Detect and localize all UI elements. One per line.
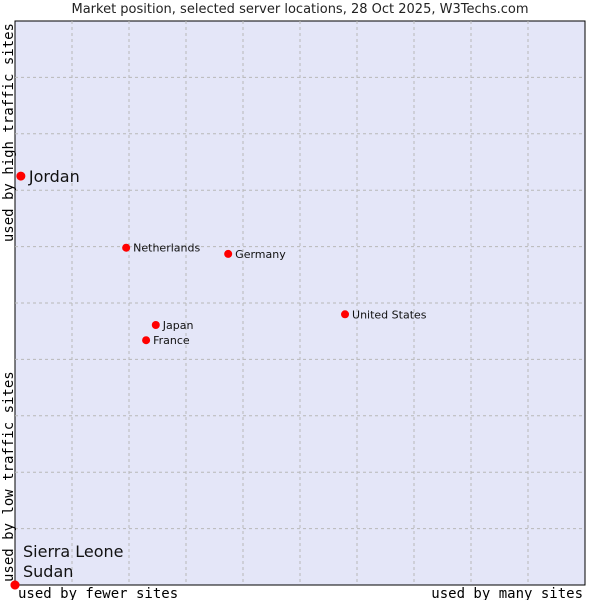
data-label: Netherlands	[133, 242, 200, 255]
y-axis-label-top: used by high traffic sites	[1, 23, 17, 242]
data-label: France	[153, 334, 190, 347]
chart-title: Market position, selected server locatio…	[71, 2, 529, 17]
data-label: Germany	[235, 248, 286, 261]
x-axis-label-right: used by many sites	[431, 586, 583, 600]
data-point	[341, 310, 350, 319]
data-point	[10, 580, 20, 590]
data-point	[16, 171, 26, 181]
data-label: Japan	[162, 319, 194, 332]
data-label: Sierra Leone	[23, 542, 123, 561]
data-point	[142, 336, 151, 345]
grid-lines	[15, 21, 585, 585]
data-label: Sudan	[23, 562, 73, 581]
y-axis-label-bottom: used by low traffic sites	[1, 371, 17, 582]
data-point	[122, 243, 131, 252]
x-axis-label-left: used by fewer sites	[18, 586, 178, 600]
data-point	[151, 320, 160, 329]
data-label: Jordan	[28, 167, 80, 186]
data-point	[224, 249, 233, 258]
data-points: Jordan Netherlands Germany United States Jap…	[10, 167, 427, 590]
data-label: United States	[352, 308, 427, 321]
